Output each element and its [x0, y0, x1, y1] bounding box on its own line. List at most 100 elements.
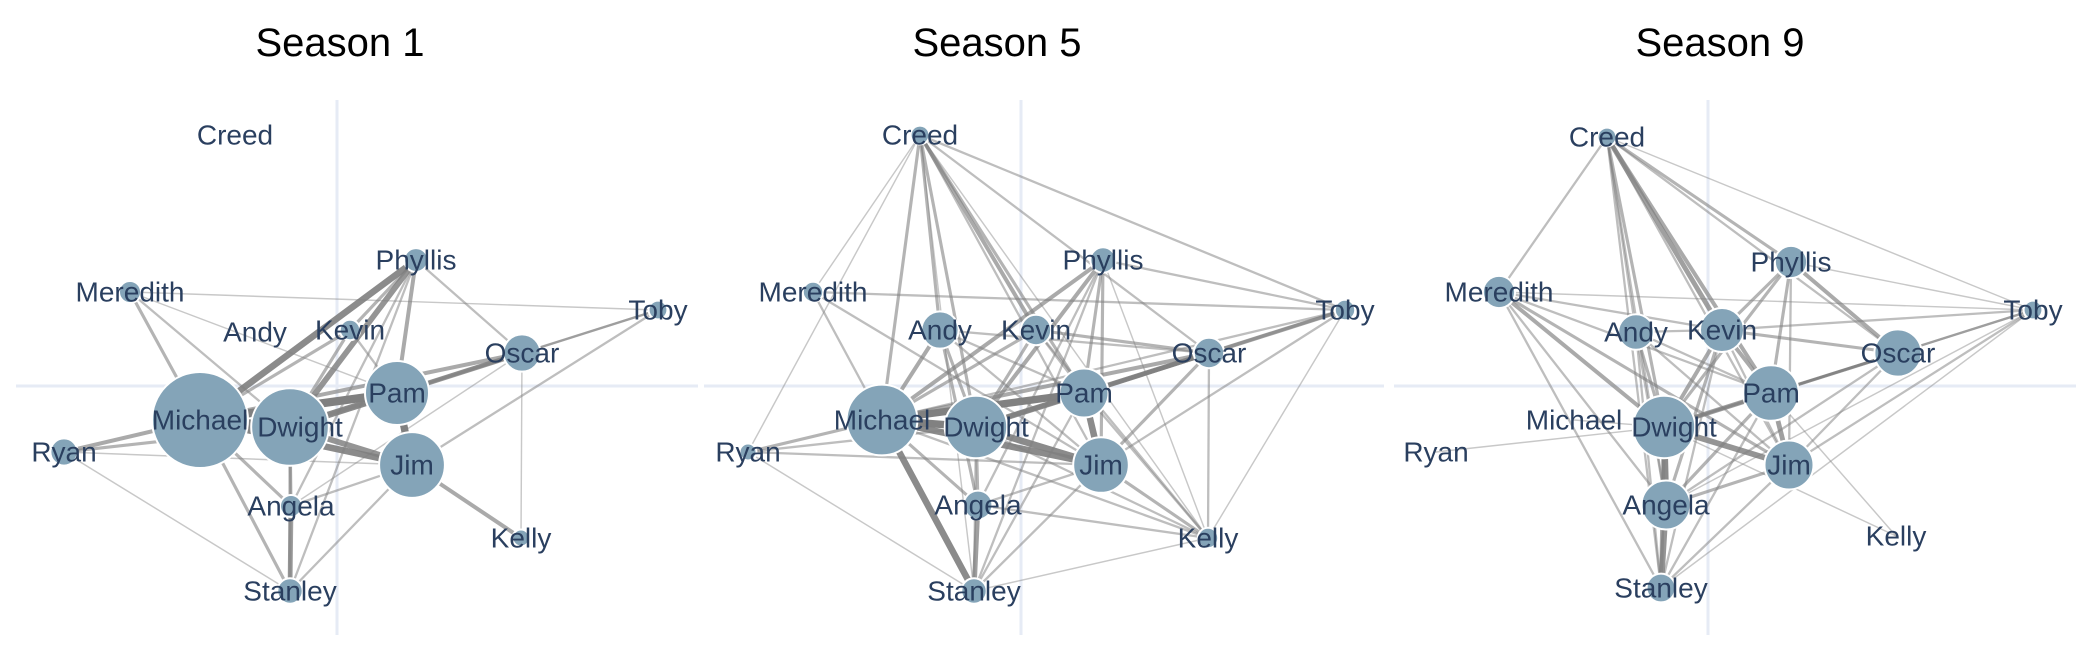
node-label-ryan: Ryan [31, 437, 96, 468]
edge-creed-meredith [1497, 135, 1609, 294]
node-kelly[interactable] [511, 528, 531, 548]
edge-phyllis-stanley [972, 258, 1105, 593]
node-label-oscar: Oscar [1172, 338, 1247, 369]
node-label-kelly: Kelly [1178, 523, 1239, 554]
node-label-kevin: Kevin [315, 315, 385, 346]
node-toby[interactable] [647, 299, 669, 321]
node-label-phyllis: Phyllis [376, 245, 457, 276]
node-kevin[interactable] [1699, 307, 1745, 353]
node-angela[interactable] [1640, 479, 1692, 531]
node-label-jim: Jim [390, 450, 434, 481]
node-phyllis[interactable] [403, 247, 429, 273]
node-layer [738, 124, 1357, 605]
node-layer [1481, 126, 2044, 604]
node-label-meredith: Meredith [1445, 277, 1554, 308]
node-toby[interactable] [1333, 298, 1357, 322]
edge-kelly-angela [976, 503, 1210, 540]
node-kelly[interactable] [1196, 526, 1220, 550]
node-stanley[interactable] [960, 577, 988, 605]
node-label-kelly: Kelly [1866, 521, 1927, 552]
node-dwight[interactable] [943, 394, 1009, 460]
edge-kevin-phyllis [348, 258, 418, 332]
node-label-toby: Toby [1315, 295, 1374, 326]
node-angela[interactable] [962, 489, 994, 521]
edge-creed-phyllis [1605, 135, 1793, 264]
edge-creed-toby [918, 133, 1347, 312]
node-ryan[interactable] [738, 442, 758, 462]
edge-kelly-michael [880, 418, 1210, 540]
node-pam[interactable] [1058, 367, 1110, 419]
node-meredith[interactable] [1481, 274, 1517, 310]
edge-toby-jim [1787, 308, 2035, 467]
edge-stanley-jim [972, 463, 1103, 593]
node-dwight[interactable] [250, 387, 330, 467]
node-jim[interactable] [1072, 436, 1130, 494]
edge-phyllis-stanley [288, 258, 418, 593]
node-jim[interactable] [1763, 439, 1815, 491]
panel-season-1: Season 1 Creed Phyllis Meredith Toby Andy Kev… [16, 21, 698, 635]
edge-toby-jim [1099, 308, 1347, 467]
node-meredith[interactable] [118, 280, 142, 304]
edge-ryan-jim [63, 451, 413, 466]
edge-oscar-angela [1664, 351, 1900, 507]
node-label-kelly: Kelly [491, 523, 552, 554]
edge-ryan-stanley [63, 451, 291, 592]
node-label-andy: Andy [908, 315, 972, 346]
node-oscar[interactable] [502, 333, 542, 373]
node-jim[interactable] [378, 431, 446, 499]
node-label-andy: Andy [1604, 317, 1668, 348]
edge-layer [746, 133, 1347, 595]
node-michael[interactable] [845, 383, 919, 457]
node-pam[interactable] [1742, 364, 1800, 422]
node-label-meredith: Meredith [76, 277, 185, 308]
label-layer: Creed Phyllis Meredith Toby Andy Kevin Oscar Pa… [1403, 122, 2062, 604]
edge-creed-oscar [1605, 135, 1900, 355]
edge-oscar-angela [290, 352, 523, 507]
edge-creed-meredith [812, 134, 921, 293]
node-label-dwight: Dwight [257, 412, 343, 443]
node-label-pam: Pam [368, 378, 426, 409]
node-andy[interactable] [920, 310, 960, 350]
node-meredith[interactable] [801, 280, 825, 304]
edge-kelly-stanley [973, 537, 1209, 592]
node-kevin[interactable] [338, 318, 362, 342]
node-stanley[interactable] [276, 577, 304, 605]
edge-kelly-pam [1770, 392, 1897, 537]
edge-kevin-stanley [1659, 328, 1724, 590]
node-ryan[interactable] [49, 437, 79, 467]
node-oscar[interactable] [1192, 336, 1226, 370]
edge-meredith-jim [811, 290, 1103, 467]
edge-toby-jim [410, 308, 660, 467]
node-creed[interactable] [909, 124, 931, 146]
node-toby[interactable] [2022, 299, 2044, 321]
node-dwight[interactable] [1631, 394, 1697, 460]
node-label-meredith: Meredith [759, 277, 868, 308]
node-label-toby: Toby [2003, 295, 2062, 326]
node-label-phyllis: Phyllis [1751, 247, 1832, 278]
node-label-pam: Pam [1742, 378, 1800, 409]
node-kevin[interactable] [1019, 313, 1053, 347]
edge-phyllis-kelly [1102, 259, 1209, 539]
label-layer: Creed Phyllis Meredith Toby Andy Kevin Oscar Pa… [31, 120, 687, 607]
edge-toby-oscar [520, 308, 660, 355]
edge-andy-jim [1634, 330, 1791, 467]
edge-kelly-toby [1207, 309, 1346, 539]
edge-toby-creed [1606, 136, 2034, 311]
edge-creed-dwight [1605, 135, 1666, 429]
node-pam[interactable] [364, 360, 430, 426]
node-phyllis[interactable] [1773, 244, 1809, 280]
node-oscar[interactable] [1873, 328, 1923, 378]
panel-title: Season 1 [255, 21, 424, 65]
edge-phyllis-toby [1790, 261, 2034, 311]
node-andy[interactable] [1617, 313, 1655, 351]
node-angela[interactable] [279, 494, 303, 518]
node-phyllis[interactable] [1089, 246, 1117, 274]
edge-kelly-pam [1082, 391, 1210, 540]
node-label-michael: Michael [834, 405, 930, 436]
edge-phyllis-jim [1099, 258, 1105, 467]
edge-pam-stanley [1659, 391, 1773, 590]
node-label-angela: Angela [934, 490, 1022, 521]
node-stanley[interactable] [1645, 572, 1677, 604]
node-creed[interactable] [1596, 126, 1618, 148]
node-michael[interactable] [151, 371, 249, 469]
